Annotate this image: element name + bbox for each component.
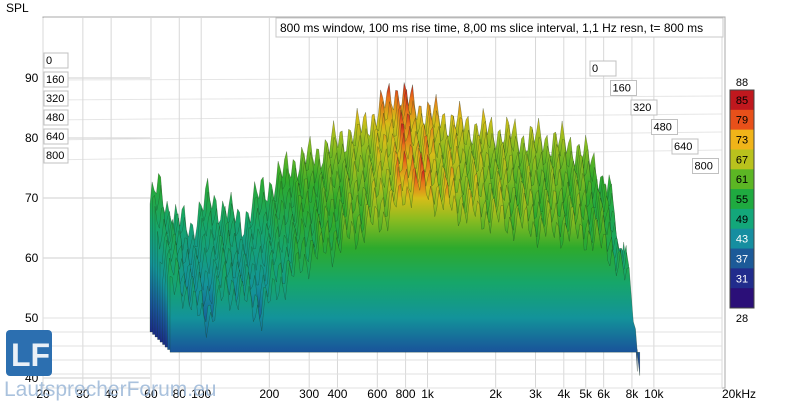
colorbar-segment: [730, 90, 754, 111]
time-tick-box: [589, 60, 617, 77]
colorbar-segment: [730, 268, 754, 289]
colorbar-label: 88: [736, 77, 748, 89]
colorbar-label: 49: [736, 214, 748, 226]
colorbar-label: 73: [736, 135, 748, 147]
colorbar-segment: [730, 109, 754, 131]
time-tick-box: [43, 71, 69, 88]
colorbar-segment: [730, 169, 754, 190]
x-tick-label: 2k: [489, 387, 503, 401]
time-tick-label: 800: [46, 150, 64, 162]
colorbar-segment: [730, 288, 754, 309]
watermark-text: LautsprecherForum.eu: [4, 378, 216, 401]
time-tick-box: [43, 128, 69, 145]
time-tick-label: 160: [613, 83, 631, 95]
colorbar-border: [729, 89, 755, 309]
x-tick-label: 600: [367, 387, 387, 401]
time-tick-label: 0: [592, 63, 598, 75]
x-tick-label: 8k: [626, 387, 640, 401]
time-tick-label: 800: [695, 161, 713, 173]
x-tick-label: 6k: [597, 387, 611, 401]
time-tick-box: [43, 90, 69, 107]
x-tick-label: 20kHz: [722, 387, 756, 401]
colorbar-segment: [730, 189, 754, 210]
x-tick-label: 1k: [421, 387, 435, 401]
watermark: LF LautsprecherForum.eu: [4, 330, 216, 401]
time-tick-box: [43, 52, 69, 69]
colorbar: [729, 89, 755, 309]
x-tick-label: 20: [36, 387, 50, 401]
x-tick-label: 10k: [644, 387, 664, 401]
x-tick-label: 80: [173, 387, 187, 401]
y-axis-label: SPL: [6, 1, 29, 15]
colorbar-segment: [730, 149, 754, 170]
colorbar-label: 28: [736, 313, 748, 325]
x-tick-label: 40: [104, 387, 118, 401]
time-tick-label: 640: [674, 141, 692, 153]
colorbar-label: 37: [736, 253, 748, 265]
time-tick-label: 0: [46, 55, 52, 67]
colorbar-labels: 88 85 79 73 67 61 55 49 43 37 31 28: [736, 77, 748, 325]
x-tick-label: 200: [259, 387, 279, 401]
x-tick-label: 3k: [529, 387, 543, 401]
time-tick-box: [671, 138, 699, 155]
time-tick-label: 320: [633, 102, 651, 114]
y-tick-label: 60: [25, 251, 39, 265]
time-tick-box: [610, 80, 637, 96]
y-tick-label: 80: [25, 131, 39, 145]
time-tick-box: [43, 147, 69, 164]
time-tick-labels-left: 0 160 320 480 640 800: [43, 52, 69, 164]
time-tick-label: 640: [46, 131, 64, 143]
y-tick-label: 50: [25, 311, 39, 325]
x-tick-label: 4k: [557, 387, 571, 401]
time-tick-box: [651, 119, 678, 135]
x-tick-label: 30: [76, 387, 90, 401]
x-tick-label: 300: [299, 387, 319, 401]
waterfall-slice: [169, 168, 641, 376]
colorbar-segment: [730, 228, 754, 250]
colorbar-label: 79: [736, 115, 748, 127]
x-tick-label: 100: [191, 387, 211, 401]
x-tick-label: 800: [396, 387, 416, 401]
colorbar-label: 61: [736, 174, 748, 186]
colorbar-label: 85: [736, 95, 748, 107]
time-tick-box: [43, 109, 69, 126]
time-tick-label: 160: [46, 74, 64, 86]
colorbar-label: 67: [736, 154, 748, 166]
grid-line-time: [42, 77, 723, 81]
watermark-logo-icon: [6, 330, 52, 376]
time-tick-box: [630, 99, 658, 116]
colorbar-label: 55: [736, 194, 748, 206]
x-tick-labels: 20 30 40 60 80 100 200 300 400 600 800 1k 2k 3k 4k 5k 6k…: [36, 387, 756, 401]
x-tick-label: 60: [144, 387, 158, 401]
colorbar-label: 31: [736, 273, 748, 285]
time-tick-label: 480: [654, 122, 672, 134]
watermark-logo: LF: [11, 337, 50, 373]
time-tick-label: 480: [46, 112, 64, 124]
y-tick-label: 90: [25, 71, 39, 85]
colorbar-segment: [730, 208, 754, 230]
time-tick-box: [692, 158, 719, 174]
waterfall-surface: [149, 82, 641, 376]
colorbar-segment: [730, 129, 754, 150]
colorbar-label: 43: [736, 234, 748, 246]
colorbar-segment: [730, 248, 754, 269]
x-tick-label: 400: [327, 387, 347, 401]
x-tick-label: 5k: [579, 387, 593, 401]
info-text: 800 ms window, 100 ms rise time, 8,00 ms…: [280, 21, 703, 35]
info-box: [275, 17, 724, 38]
time-tick-label: 320: [46, 93, 64, 105]
y-tick-label: 70: [25, 191, 39, 205]
